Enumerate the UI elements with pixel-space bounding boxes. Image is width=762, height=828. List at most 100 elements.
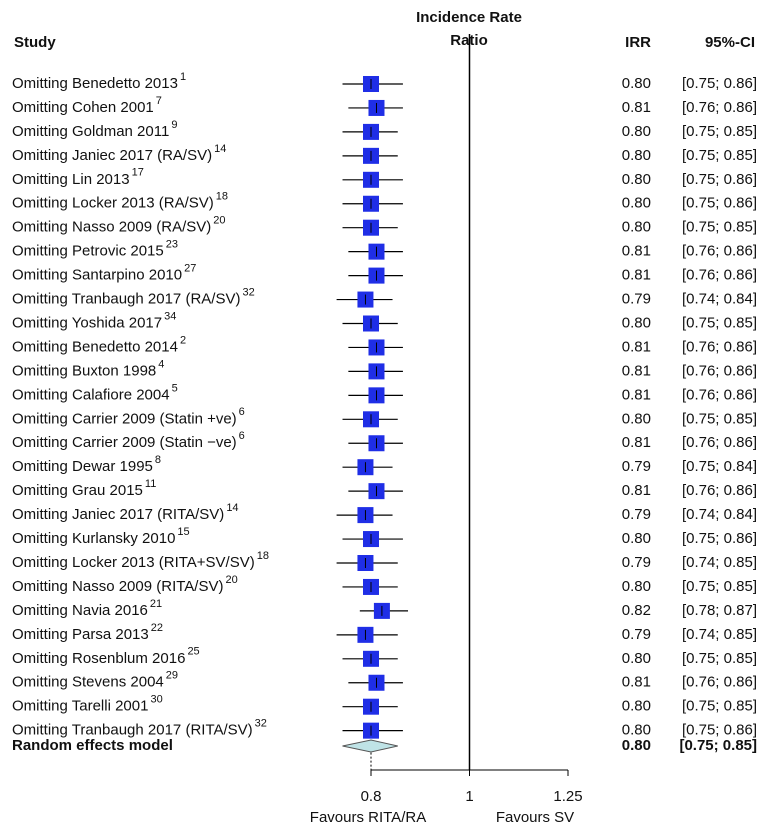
reference-number: 14: [214, 143, 226, 155]
irr-value: 0.80: [622, 219, 651, 236]
irr-value: 0.80: [622, 530, 651, 547]
study-label: Omitting Dewar 1995: [12, 458, 153, 475]
irr-value: 0.80: [622, 195, 651, 212]
reference-number: 18: [216, 191, 228, 203]
irr-value: 0.81: [622, 99, 651, 116]
study-label: Omitting Carrier 2009 (Statin +ve): [12, 410, 237, 427]
irr-value: 0.80: [622, 698, 651, 715]
irr-value: 0.81: [622, 362, 651, 379]
x-tick-label: 1.25: [553, 788, 582, 805]
ci-value: [0.74; 0.84]: [682, 506, 757, 523]
study-label: Omitting Janiec 2017 (RITA/SV): [12, 506, 224, 523]
study-label: Omitting Tranbaugh 2017 (RITA/SV): [12, 722, 253, 739]
irr-value: 0.80: [622, 147, 651, 164]
study-label: Omitting Kurlansky 2010: [12, 530, 175, 547]
ci-value: [0.74; 0.85]: [682, 626, 757, 643]
irr-value: 0.81: [622, 243, 651, 260]
reference-number: 21: [150, 598, 162, 610]
ci-value: [0.75; 0.84]: [682, 458, 757, 475]
irr-value: 0.79: [622, 554, 651, 571]
study-header: Study: [14, 34, 56, 51]
ci-value: [0.75; 0.85]: [682, 578, 757, 595]
study-label: Omitting Benedetto 2013: [12, 75, 178, 92]
ci-value: [0.75; 0.85]: [682, 314, 757, 331]
study-label: Omitting Grau 2015: [12, 482, 143, 499]
reference-number: 34: [164, 310, 176, 322]
study-label: Omitting Rosenblum 2016: [12, 650, 185, 667]
ci-value: [0.75; 0.85]: [682, 650, 757, 667]
ci-value: [0.76; 0.86]: [682, 338, 757, 355]
irr-value: 0.80: [622, 722, 651, 739]
ci-value: [0.76; 0.86]: [682, 99, 757, 116]
reference-number: 32: [242, 286, 254, 298]
irr-value: 0.80: [622, 650, 651, 667]
ci-value: [0.78; 0.87]: [682, 602, 757, 619]
irr-value: 0.79: [622, 458, 651, 475]
reference-number: 22: [151, 622, 163, 634]
study-label: Omitting Carrier 2009 (Statin −ve): [12, 434, 237, 451]
favours-left: Favours RITA/RA: [310, 809, 426, 826]
summary-label: Random effects model: [12, 737, 173, 754]
irr-value: 0.81: [622, 674, 651, 691]
study-label: Omitting Parsa 2013: [12, 626, 149, 643]
irr-value: 0.81: [622, 482, 651, 499]
summary-ci: [0.75; 0.85]: [679, 737, 757, 754]
study-label: Omitting Benedetto 2014: [12, 338, 178, 355]
study-label: Omitting Santarpino 2010: [12, 267, 182, 284]
reference-number: 4: [158, 358, 164, 370]
ci-value: [0.75; 0.85]: [682, 123, 757, 140]
ci-value: [0.74; 0.85]: [682, 554, 757, 571]
study-label: Omitting Nasso 2009 (RA/SV): [12, 219, 211, 236]
ci-value: [0.76; 0.86]: [682, 362, 757, 379]
irr-value: 0.80: [622, 578, 651, 595]
irr-header: IRR: [625, 34, 651, 51]
ci-value: [0.76; 0.86]: [682, 674, 757, 691]
reference-number: 17: [132, 167, 144, 179]
reference-number: 30: [150, 694, 162, 706]
irr-value: 0.81: [622, 386, 651, 403]
study-label: Omitting Petrovic 2015: [12, 243, 164, 260]
reference-number: 1: [180, 71, 186, 83]
reference-number: 32: [255, 718, 267, 730]
irr-value: 0.81: [622, 338, 651, 355]
reference-number: 23: [166, 239, 178, 251]
reference-number: 5: [172, 382, 178, 394]
reference-number: 20: [225, 574, 237, 586]
irr-value: 0.80: [622, 75, 651, 92]
ci-value: [0.76; 0.86]: [682, 386, 757, 403]
ci-value: [0.75; 0.85]: [682, 147, 757, 164]
ci-value: [0.76; 0.86]: [682, 267, 757, 284]
ci-header: 95%-CI: [705, 34, 755, 51]
x-label: Incidence Rate: [416, 9, 522, 26]
irr-value: 0.79: [622, 291, 651, 308]
ci-value: [0.75; 0.86]: [682, 722, 757, 739]
study-label: Omitting Nasso 2009 (RITA/SV): [12, 578, 223, 595]
reference-number: 6: [239, 430, 245, 442]
irr-value: 0.79: [622, 626, 651, 643]
ci-value: [0.75; 0.85]: [682, 410, 757, 427]
irr-value: 0.81: [622, 267, 651, 284]
ci-value: [0.74; 0.84]: [682, 291, 757, 308]
irr-value: 0.80: [622, 410, 651, 427]
reference-number: 27: [184, 263, 196, 275]
ci-value: [0.75; 0.86]: [682, 75, 757, 92]
irr-value: 0.80: [622, 314, 651, 331]
study-label: Omitting Stevens 2004: [12, 674, 164, 691]
study-label: Omitting Locker 2013 (RITA+SV/SV): [12, 554, 255, 571]
study-label: Omitting Janiec 2017 (RA/SV): [12, 147, 212, 164]
study-label: Omitting Locker 2013 (RA/SV): [12, 195, 214, 212]
reference-number: 7: [156, 95, 162, 107]
ci-value: [0.75; 0.85]: [682, 698, 757, 715]
study-label: Omitting Buxton 1998: [12, 362, 156, 379]
irr-value: 0.81: [622, 434, 651, 451]
study-label: Omitting Lin 2013: [12, 171, 130, 188]
reference-number: 9: [171, 119, 177, 131]
study-label: Omitting Cohen 2001: [12, 99, 154, 116]
irr-value: 0.82: [622, 602, 651, 619]
favours-right: Favours SV: [496, 809, 574, 826]
x-tick-label: 0.8: [361, 788, 382, 805]
ci-value: [0.75; 0.86]: [682, 530, 757, 547]
ci-value: [0.75; 0.86]: [682, 195, 757, 212]
reference-number: 2: [180, 334, 186, 346]
